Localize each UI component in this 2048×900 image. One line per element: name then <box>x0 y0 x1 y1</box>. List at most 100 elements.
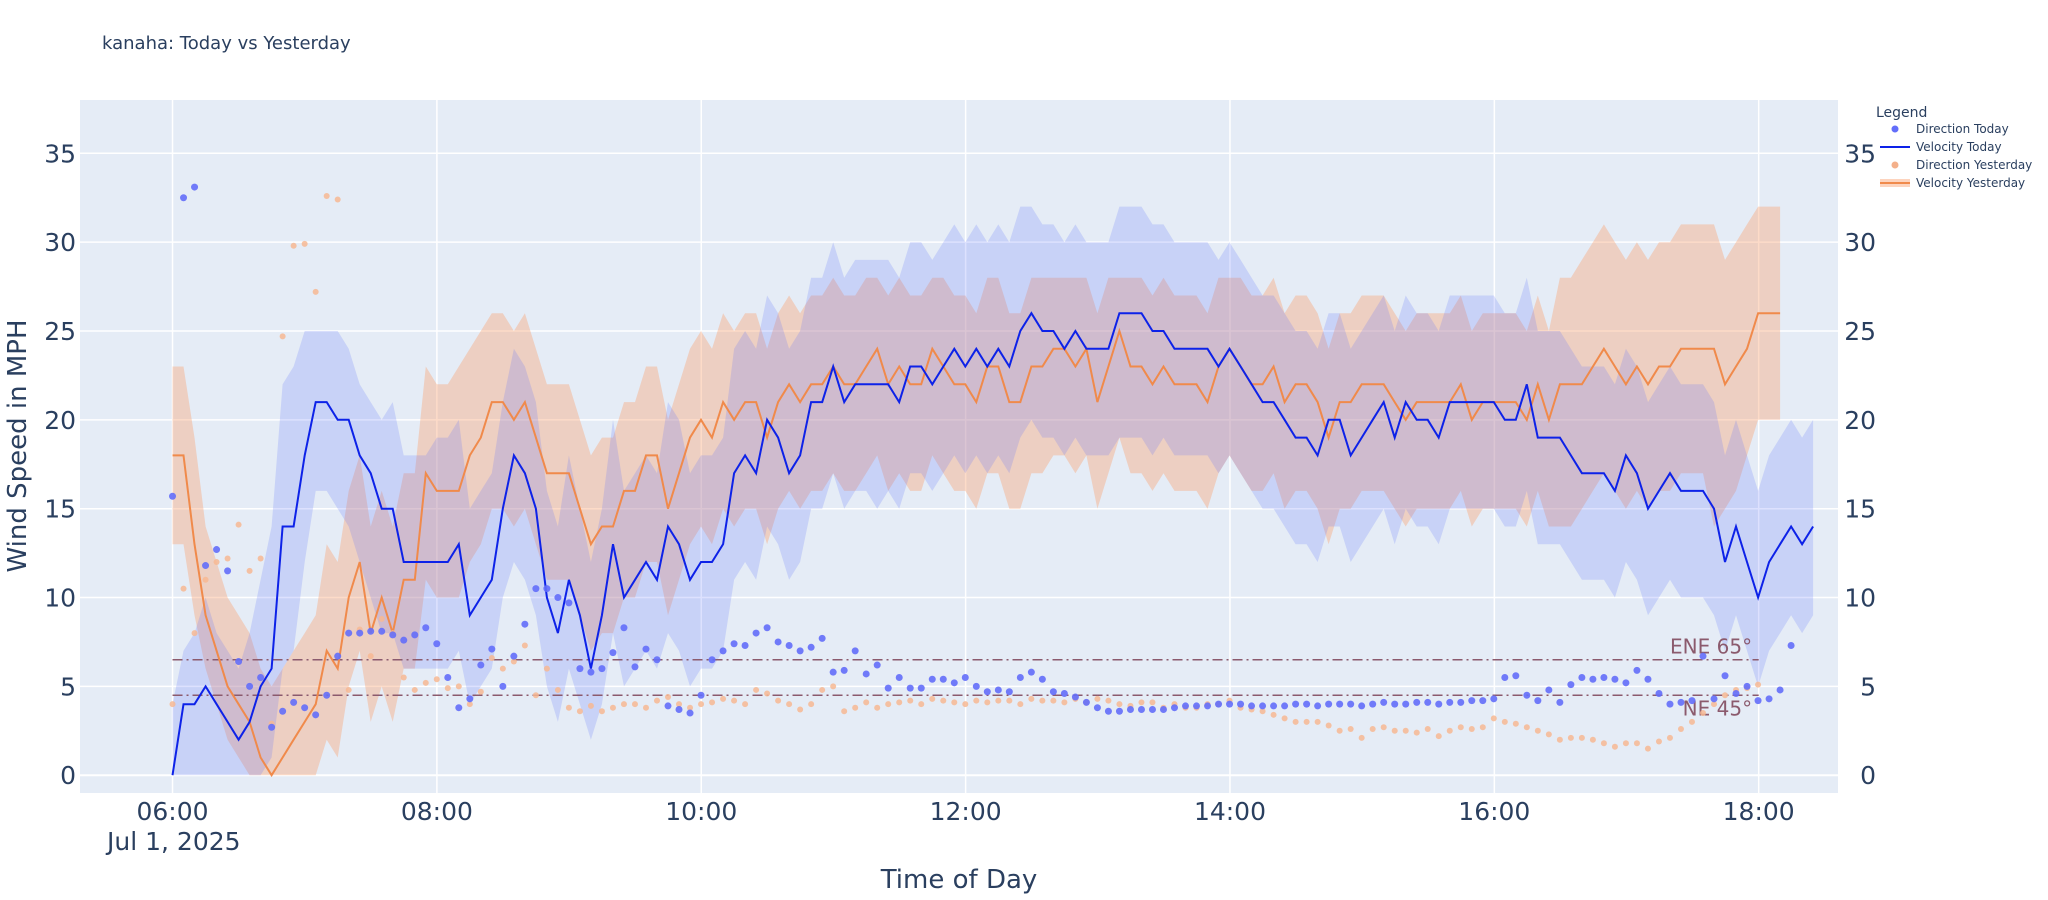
direction-yesterday-point <box>1622 740 1629 747</box>
direction-yesterday-point <box>1149 699 1156 706</box>
direction-today-point <box>356 629 364 637</box>
direction-today-point <box>1523 691 1531 699</box>
direction-today-point <box>1270 702 1278 710</box>
direction-yesterday-point <box>1094 695 1101 702</box>
direction-yesterday-point <box>1380 724 1387 731</box>
y-axis-title: Wind Speed in MPH <box>3 319 33 572</box>
direction-yesterday-point <box>1755 681 1762 688</box>
direction-yesterday-point <box>1314 718 1321 725</box>
direction-today-point <box>323 691 331 699</box>
direction-today-point <box>1071 693 1079 701</box>
direction-yesterday-point <box>565 704 572 711</box>
y-tick-label-right: 15 <box>1844 495 1876 524</box>
direction-today-point <box>1765 695 1773 703</box>
direction-today-point <box>1259 702 1267 710</box>
x-tick-label: 08:00 <box>401 797 473 826</box>
direction-yesterday-point <box>1589 736 1596 743</box>
direction-today-point <box>180 194 188 202</box>
direction-today-point <box>1358 702 1366 710</box>
direction-today-point <box>268 723 276 731</box>
direction-today-point <box>1082 698 1090 706</box>
direction-today-point <box>1556 698 1564 706</box>
direction-yesterday-point <box>753 686 760 693</box>
direction-today-point <box>400 636 408 644</box>
direction-yesterday-point <box>1567 734 1574 741</box>
direction-today-point <box>730 640 738 648</box>
direction-today-point <box>884 684 892 692</box>
direction-yesterday-point <box>378 615 385 622</box>
direction-yesterday-point <box>367 653 374 660</box>
direction-yesterday-point <box>1050 697 1057 704</box>
y-tick-label-right: 30 <box>1844 228 1876 257</box>
direction-yesterday-point <box>973 697 980 704</box>
direction-yesterday-point <box>1292 718 1299 725</box>
direction-today-point <box>576 665 584 673</box>
direction-yesterday-point <box>444 685 451 692</box>
direction-yesterday-point <box>576 708 583 715</box>
direction-today-point <box>1336 700 1344 708</box>
direction-yesterday-point <box>411 686 418 693</box>
chart-title: kanaha: Today vs Yesterday <box>102 33 351 54</box>
direction-today-point <box>818 634 826 642</box>
y-tick-label-left: 10 <box>44 584 76 613</box>
direction-yesterday-point <box>246 567 253 574</box>
direction-yesterday-point <box>698 701 705 708</box>
direction-today-point <box>1435 700 1443 708</box>
direction-yesterday-point <box>1270 711 1277 718</box>
direction-yesterday-point <box>1578 734 1585 741</box>
direction-today-point <box>719 647 727 655</box>
direction-today-point <box>1424 698 1432 706</box>
direction-yesterday-point <box>1435 733 1442 740</box>
direction-today-point <box>1512 672 1520 680</box>
y-tick-label-left: 20 <box>44 406 76 435</box>
direction-yesterday-point <box>257 555 264 562</box>
direction-today-point <box>1303 700 1311 708</box>
direction-today-point <box>1027 668 1035 676</box>
direction-yesterday-point <box>1490 715 1497 722</box>
direction-today-point <box>510 652 518 660</box>
y-tick-label-right: 35 <box>1844 139 1876 168</box>
direction-yesterday-point <box>202 576 209 583</box>
direction-yesterday-point <box>345 686 352 693</box>
direction-yesterday-point <box>180 585 187 592</box>
direction-yesterday-point <box>665 694 672 701</box>
direction-today-point <box>785 642 793 650</box>
direction-today-point <box>1292 700 1300 708</box>
direction-yesterday-point <box>334 196 341 203</box>
direction-today-point <box>246 682 254 690</box>
direction-yesterday-point <box>1677 726 1684 733</box>
direction-today-point <box>389 631 397 639</box>
direction-today-point <box>1787 642 1795 650</box>
direction-today-point <box>257 674 265 681</box>
direction-today-point <box>1215 700 1223 708</box>
direction-today-point <box>532 585 540 593</box>
direction-today-point <box>895 674 903 681</box>
direction-today-point <box>873 661 881 669</box>
direction-today-point <box>1005 688 1013 696</box>
plot-background <box>80 100 1838 793</box>
legend: Legend Direction Today Velocity Today Dire… <box>1876 105 2032 190</box>
direction-yesterday-point <box>1347 726 1354 733</box>
direction-yesterday-point <box>1611 743 1618 750</box>
direction-today-point <box>840 666 848 674</box>
direction-today-point <box>1115 707 1123 715</box>
direction-today-point <box>1743 682 1751 690</box>
direction-today-point <box>939 675 947 683</box>
direction-today-point <box>862 670 870 678</box>
direction-yesterday-point <box>819 686 826 693</box>
direction-today-point <box>1611 675 1619 683</box>
direction-today-point <box>1622 679 1630 687</box>
direction-today-point <box>235 658 243 666</box>
direction-yesterday-point <box>1116 701 1123 708</box>
direction-yesterday-point <box>1600 740 1607 747</box>
direction-yesterday-point <box>830 683 837 690</box>
direction-today-point <box>1534 697 1542 705</box>
x-tick-label: 16:00 <box>1458 797 1530 826</box>
direction-yesterday-point <box>918 701 925 708</box>
direction-today-point <box>917 684 925 692</box>
direction-today-point <box>1226 700 1234 708</box>
direction-yesterday-point <box>1633 740 1640 747</box>
direction-yesterday-point <box>907 697 914 704</box>
direction-yesterday-point <box>1039 697 1046 704</box>
direction-yesterday-point <box>455 683 462 690</box>
